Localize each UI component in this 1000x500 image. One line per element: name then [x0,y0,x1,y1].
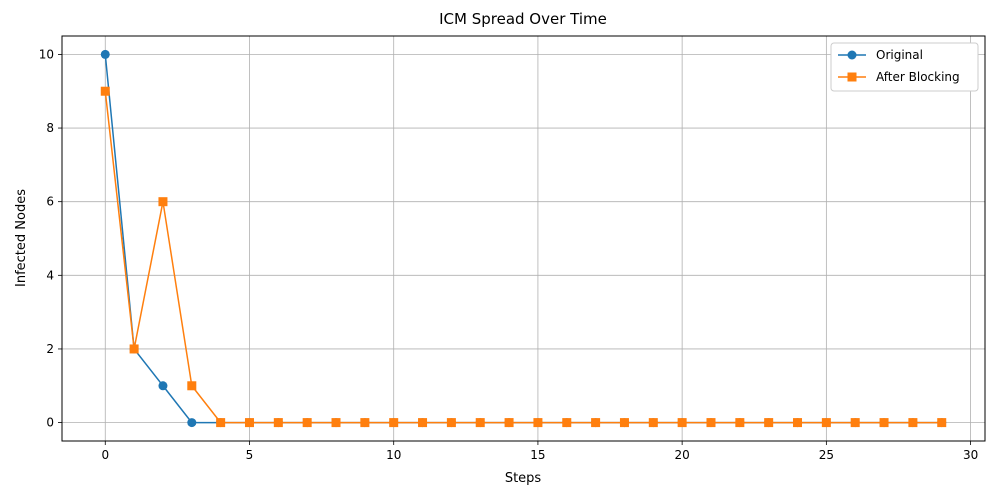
series-1 [100,86,947,428]
data-point [446,418,456,428]
x-tick-label: 10 [386,448,401,462]
x-tick-label: 25 [819,448,834,462]
y-tick-label: 0 [46,416,54,430]
data-point [677,418,687,428]
data-point [158,381,168,391]
legend-label: Original [876,48,923,62]
plot-frame [61,35,986,442]
data-point [187,381,197,391]
data-point [389,418,399,428]
series-line [104,91,942,424]
data-point [100,86,110,96]
x-tick-label: 0 [101,448,109,462]
data-point [562,418,572,428]
y-axis: 0 2 4 6 8 10 [39,47,62,430]
data-point [418,418,428,428]
data-point [793,418,803,428]
legend-marker [847,72,857,82]
legend-label: After Blocking [876,70,960,84]
data-point [216,418,226,428]
data-point [302,418,312,428]
y-axis-title: Infected Nodes [14,189,29,287]
data-point [331,418,341,428]
data-point [533,418,543,428]
data-point [821,418,831,428]
data-point [706,418,716,428]
data-point [937,418,947,428]
data-point [273,418,283,428]
legend: Original After Blocking [830,42,979,92]
data-point [735,418,745,428]
data-point [504,418,514,428]
data-point [187,418,197,428]
y-tick-label: 10 [39,47,54,61]
data-point [158,197,168,207]
data-point [648,418,658,428]
legend-box [830,42,979,92]
x-tick-label: 15 [530,448,545,462]
grid-lines [62,36,985,441]
x-tick-label: 20 [675,448,690,462]
y-tick-label: 2 [46,342,54,356]
data-point [619,418,629,428]
data-point [100,49,110,59]
data-point [475,418,485,428]
x-axis: 0 5 10 15 20 25 30 [101,441,978,462]
data-point [850,418,860,428]
series-line [104,54,942,424]
data-point [244,418,254,428]
data-point [360,418,370,428]
data-point [129,344,139,354]
x-axis-title: Steps [505,471,542,486]
data-point [591,418,601,428]
x-tick-label: 5 [246,448,254,462]
series-group [100,49,947,428]
series-0 [100,49,947,428]
y-tick-label: 4 [46,268,54,282]
x-tick-label: 30 [963,448,978,462]
data-point [908,418,918,428]
data-point [764,418,774,428]
y-tick-label: 6 [46,195,54,209]
data-point [879,418,889,428]
chart-title: ICM Spread Over Time [439,10,607,28]
y-tick-label: 8 [46,121,54,135]
legend-marker [847,50,857,60]
